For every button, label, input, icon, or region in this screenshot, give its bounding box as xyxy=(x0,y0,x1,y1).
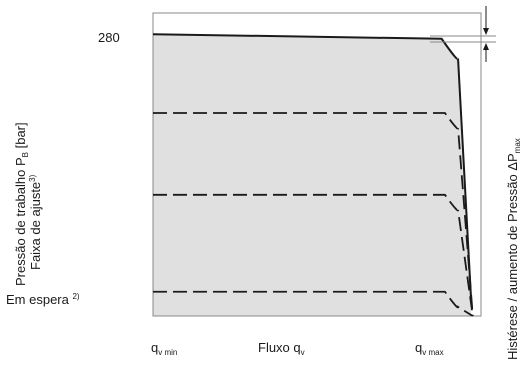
x-axis-label: Fluxo qv xyxy=(258,340,305,357)
hysteresis-label: Histérese / aumento de Pressão ΔPmax xyxy=(505,138,522,360)
curves xyxy=(152,33,474,317)
curve-dashed-1 xyxy=(153,112,474,317)
y-axis-label: Pressão de trabalho PB [bar] xyxy=(13,122,30,286)
y-tick-280: 280 xyxy=(98,30,120,45)
hysteresis-arrowhead-up xyxy=(483,43,489,50)
curve-dashed-3 xyxy=(153,290,474,317)
x-tick-qvmin: qv min xyxy=(151,340,177,357)
hysteresis-arrowhead-down xyxy=(483,28,489,35)
x-tick-qvmax: qv max xyxy=(415,340,444,357)
curve-max-pressure xyxy=(152,33,473,301)
curve-dashed-2 xyxy=(153,193,474,317)
y-tick-standby: Em espera 2) xyxy=(6,292,80,307)
y-axis-sublabel: Faixa de ajuste3) xyxy=(28,174,43,270)
plot-frame xyxy=(152,12,482,317)
operating-area xyxy=(153,34,472,317)
